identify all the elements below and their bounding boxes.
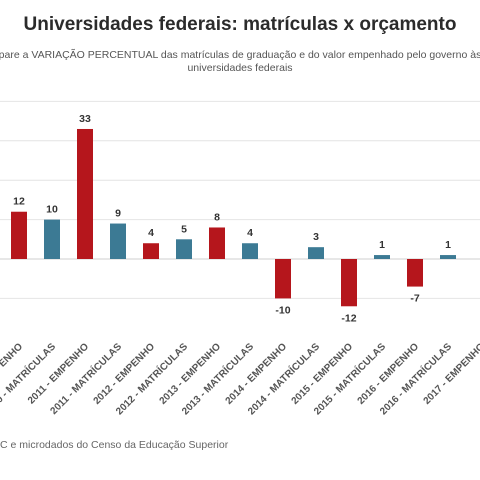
- bar: [176, 239, 192, 259]
- bar: [275, 259, 291, 299]
- bar: [440, 255, 456, 259]
- data-label: 33: [79, 113, 91, 125]
- x-tick-label: 2012 - EMPENHO: [92, 341, 158, 407]
- x-tick-label: 2011 - EMPENHO: [26, 341, 91, 406]
- data-label: -10: [275, 304, 290, 316]
- data-label: 12: [13, 196, 25, 208]
- data-label: 3: [313, 231, 319, 243]
- bar: [77, 128, 93, 259]
- bar: [242, 243, 258, 259]
- data-label: 8: [214, 211, 220, 223]
- subtitle-line-1: pare a VARIAÇÃO PERCENTUAL das matrícula…: [0, 49, 480, 61]
- bar: [110, 223, 126, 259]
- x-tick-label: 2013 - EMPENHO: [158, 341, 224, 407]
- chart-subtitle: pare a VARIAÇÃO PERCENTUAL das matrícula…: [0, 49, 480, 75]
- data-label: 5: [181, 223, 187, 235]
- bar: [209, 227, 225, 259]
- x-tick-label: 2014 - EMPENHO: [224, 341, 290, 407]
- data-label: 1: [445, 239, 451, 251]
- data-label: 4: [148, 227, 154, 239]
- source-note: C e microdados do Censo da Educação Supe…: [0, 439, 229, 451]
- data-label: -12: [341, 312, 356, 324]
- x-tick-label: 2016 - EMPENHO: [356, 341, 422, 407]
- bar: [308, 247, 324, 259]
- x-tick-label: 2015 - EMPENHO: [290, 341, 356, 407]
- data-label: 1: [379, 239, 385, 251]
- data-label: -7: [410, 293, 419, 305]
- bar: [44, 219, 60, 259]
- data-label: 4: [247, 227, 253, 239]
- chart-title: Universidades federais: matrículas x orç…: [23, 14, 457, 35]
- data-label: 10: [46, 204, 58, 216]
- bar: [11, 211, 27, 259]
- data-label: 9: [115, 208, 121, 220]
- bar: [374, 255, 390, 259]
- bar: [143, 243, 159, 259]
- bar: [341, 259, 357, 307]
- subtitle-line-2: universidades federais: [187, 62, 293, 74]
- bar: [407, 259, 423, 287]
